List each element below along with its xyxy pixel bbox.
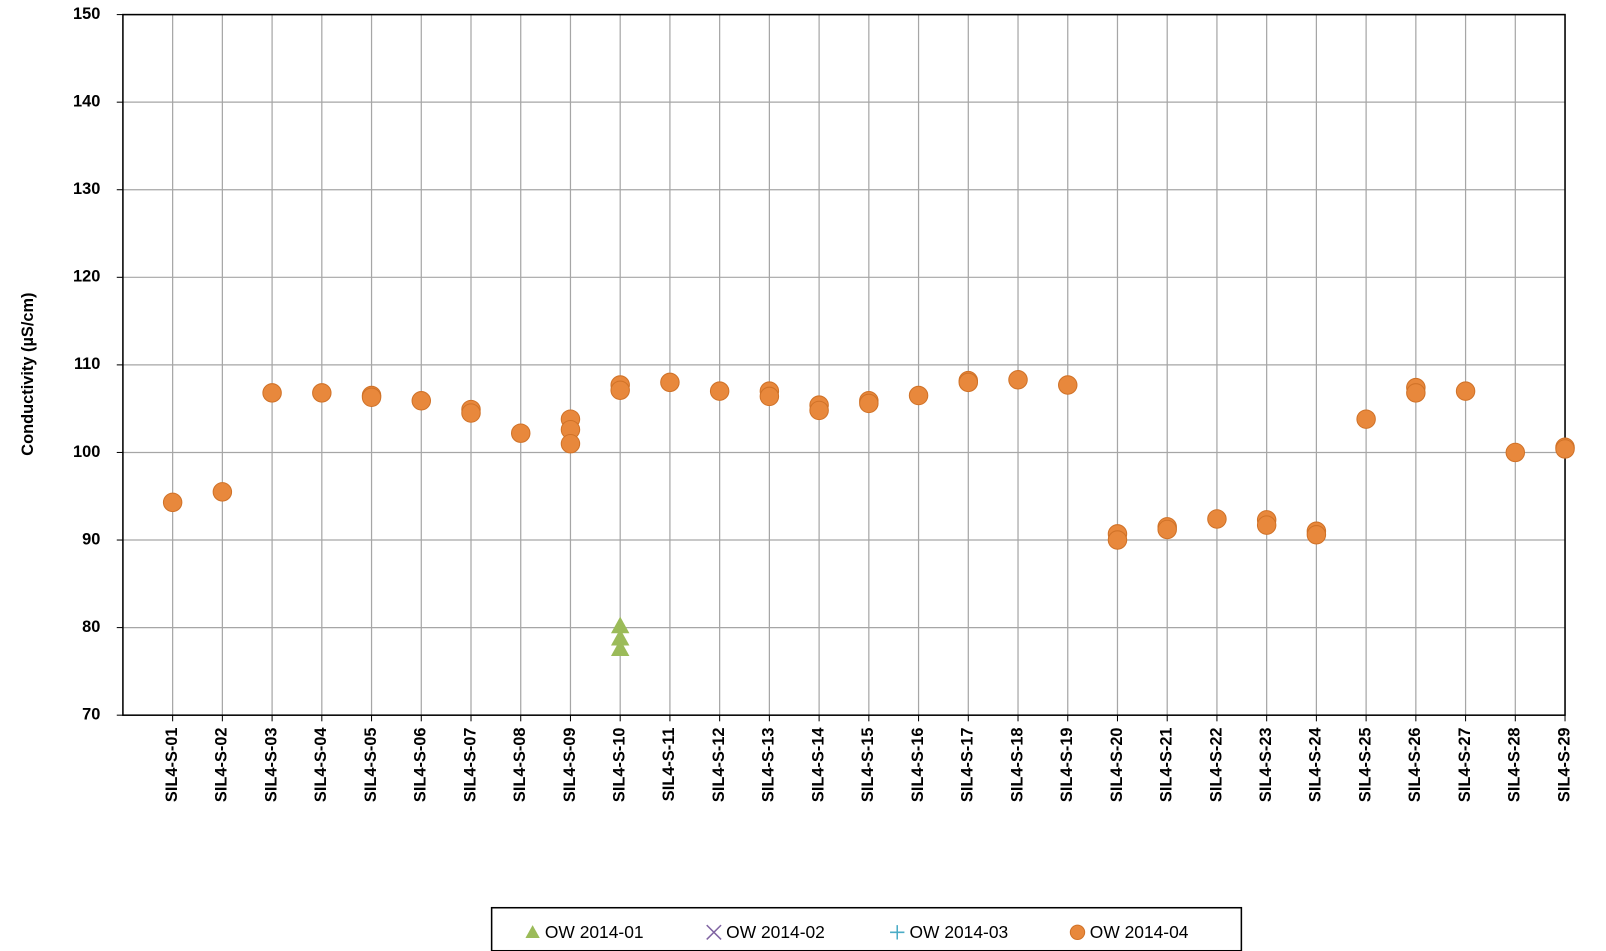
point: [1406, 383, 1426, 403]
legend-symbol: [525, 925, 540, 939]
point: [461, 403, 481, 423]
legend-label: OW 2014-03: [910, 922, 1009, 942]
y-tick-label: 110: [74, 355, 100, 373]
x-tick-label: SIL4-S-23: [1257, 727, 1275, 802]
x-tick-label: SIL4-S-09: [561, 727, 579, 802]
y-tick-label: 90: [82, 530, 100, 548]
legend-symbol: [890, 925, 905, 940]
x-tick-label: SIL4-S-16: [909, 727, 927, 802]
legend-label: OW 2014-01: [545, 922, 644, 942]
point: [610, 380, 630, 401]
y-tick-label: 100: [73, 443, 100, 461]
x-tick-label: SIL4-S-05: [362, 727, 380, 802]
x-tick-label: SIL4-S-26: [1406, 727, 1424, 802]
y-tick-label: 130: [73, 180, 100, 198]
plot-frame: [122, 13, 1566, 716]
point: [560, 433, 581, 454]
point: [1555, 439, 1575, 459]
point: [1207, 509, 1227, 529]
legend-symbol: [706, 924, 722, 941]
x-tick-label: SIL4-S-12: [710, 727, 728, 802]
point: [1505, 442, 1526, 463]
x-tick-label: SIL4-S-01: [163, 727, 181, 802]
y-tick-label: 150: [73, 5, 100, 23]
point: [262, 383, 282, 403]
point: [1107, 530, 1128, 550]
y-axis-label: Conductivity (µS/cm): [19, 292, 37, 455]
point: [411, 391, 432, 411]
point: [908, 385, 929, 406]
x-tick-label: SIL4-S-06: [412, 727, 430, 802]
x-tick-label: SIL4-S-14: [809, 727, 827, 803]
x-tick-label: SIL4-S-28: [1506, 727, 1524, 802]
point: [212, 482, 233, 502]
x-tick-label: SIL4-S-18: [1008, 727, 1026, 802]
y-tick-label: 70: [82, 705, 100, 723]
point: [511, 423, 531, 443]
point: [312, 383, 332, 403]
x-tick-label: SIL4-S-27: [1456, 727, 1474, 802]
point: [1157, 519, 1177, 540]
x-tick-label: SIL4-S-25: [1356, 727, 1374, 802]
x-tick-label: SIL4-S-21: [1158, 727, 1176, 802]
legend-label: OW 2014-04: [1090, 922, 1189, 942]
legend-symbol: [1069, 924, 1086, 940]
point: [1356, 409, 1376, 429]
x-tick-label: SIL4-S-07: [461, 727, 479, 802]
x-tick-label: SIL4-S-11: [660, 727, 678, 801]
legend-label: OW 2014-02: [726, 922, 825, 942]
point: [759, 386, 780, 407]
x-tick-label: SIL4-S-24: [1307, 727, 1325, 803]
x-tick-label: SIL4-S-15: [859, 727, 877, 802]
x-tick-label: SIL4-S-22: [1207, 727, 1225, 802]
x-tick-label: SIL4-S-08: [511, 727, 529, 802]
point: [162, 492, 183, 513]
point: [361, 387, 382, 408]
y-tick-label: 120: [73, 268, 100, 286]
x-tick-label: SIL4-S-29: [1555, 727, 1573, 802]
point: [610, 639, 630, 656]
x-tick-label: SIL4-S-13: [760, 727, 778, 802]
point: [610, 628, 630, 646]
point: [958, 372, 979, 393]
x-tick-label: SIL4-S-02: [213, 727, 231, 802]
point: [660, 372, 680, 393]
y-tick-label: 80: [82, 618, 100, 636]
point: [1306, 525, 1327, 545]
legend-box: [490, 906, 1243, 951]
x-tick-label: SIL4-S-04: [312, 727, 330, 803]
x-tick-label: SIL4-S-03: [262, 727, 280, 802]
point: [610, 616, 630, 634]
point: [1058, 375, 1078, 395]
x-tick-label: SIL4-S-19: [1058, 727, 1076, 802]
point: [859, 393, 879, 414]
y-tick-label: 140: [73, 92, 100, 110]
x-tick-label: SIL4-S-20: [1108, 727, 1126, 802]
point: [1455, 381, 1476, 401]
point: [809, 400, 829, 421]
x-tick-label: SIL4-S-17: [959, 727, 977, 802]
point: [1008, 370, 1028, 390]
x-tick-label: SIL4-S-10: [611, 727, 629, 802]
point: [1256, 515, 1277, 535]
point: [709, 381, 730, 401]
